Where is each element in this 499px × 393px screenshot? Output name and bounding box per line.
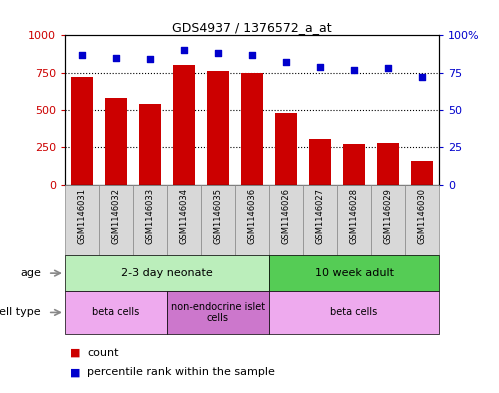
Text: ■: ■ xyxy=(70,367,80,377)
Bar xyxy=(343,143,365,185)
Point xyxy=(78,51,86,58)
Bar xyxy=(405,185,439,255)
Text: cell type: cell type xyxy=(0,307,41,318)
Bar xyxy=(65,185,99,255)
Text: GSM1146026: GSM1146026 xyxy=(281,188,290,244)
Point xyxy=(282,59,290,65)
Bar xyxy=(173,65,195,185)
Text: 10 week adult: 10 week adult xyxy=(314,268,394,278)
Text: age: age xyxy=(20,268,41,278)
Text: GSM1146030: GSM1146030 xyxy=(418,188,427,244)
Bar xyxy=(167,291,269,334)
Bar xyxy=(133,185,167,255)
Bar xyxy=(275,113,297,185)
Point xyxy=(350,66,358,73)
Point xyxy=(384,65,392,72)
Text: count: count xyxy=(87,348,119,358)
Text: 2-3 day neonate: 2-3 day neonate xyxy=(121,268,213,278)
Bar xyxy=(71,77,93,185)
Bar xyxy=(269,291,439,334)
Text: GSM1146032: GSM1146032 xyxy=(111,188,120,244)
Text: GSM1146031: GSM1146031 xyxy=(77,188,86,244)
Title: GDS4937 / 1376572_a_at: GDS4937 / 1376572_a_at xyxy=(172,21,332,34)
Text: percentile rank within the sample: percentile rank within the sample xyxy=(87,367,275,377)
Text: GSM1146027: GSM1146027 xyxy=(315,188,324,244)
Bar xyxy=(309,139,331,185)
Bar xyxy=(337,185,371,255)
Bar xyxy=(207,71,229,185)
Point xyxy=(214,50,222,57)
Text: non-endocrine islet
cells: non-endocrine islet cells xyxy=(171,302,265,323)
Text: GSM1146029: GSM1146029 xyxy=(384,188,393,244)
Point xyxy=(248,51,256,58)
Point xyxy=(418,74,426,80)
Point xyxy=(146,56,154,62)
Text: beta cells: beta cells xyxy=(330,307,378,318)
Text: GSM1146036: GSM1146036 xyxy=(248,188,256,244)
Bar xyxy=(139,104,161,185)
Bar xyxy=(201,185,235,255)
Bar xyxy=(269,255,439,291)
Bar xyxy=(167,185,201,255)
Bar xyxy=(235,185,269,255)
Text: ■: ■ xyxy=(70,348,80,358)
Text: GSM1146028: GSM1146028 xyxy=(350,188,359,244)
Text: GSM1146035: GSM1146035 xyxy=(214,188,223,244)
Bar xyxy=(65,255,269,291)
Bar xyxy=(269,185,303,255)
Text: beta cells: beta cells xyxy=(92,307,140,318)
Bar xyxy=(411,161,433,185)
Bar xyxy=(241,73,263,185)
Bar xyxy=(377,143,399,185)
Bar xyxy=(303,185,337,255)
Point xyxy=(112,55,120,61)
Text: GSM1146033: GSM1146033 xyxy=(145,188,154,244)
Bar xyxy=(371,185,405,255)
Point xyxy=(180,47,188,53)
Point xyxy=(316,64,324,70)
Bar xyxy=(99,185,133,255)
Text: GSM1146034: GSM1146034 xyxy=(180,188,189,244)
Bar xyxy=(105,98,127,185)
Bar xyxy=(65,291,167,334)
